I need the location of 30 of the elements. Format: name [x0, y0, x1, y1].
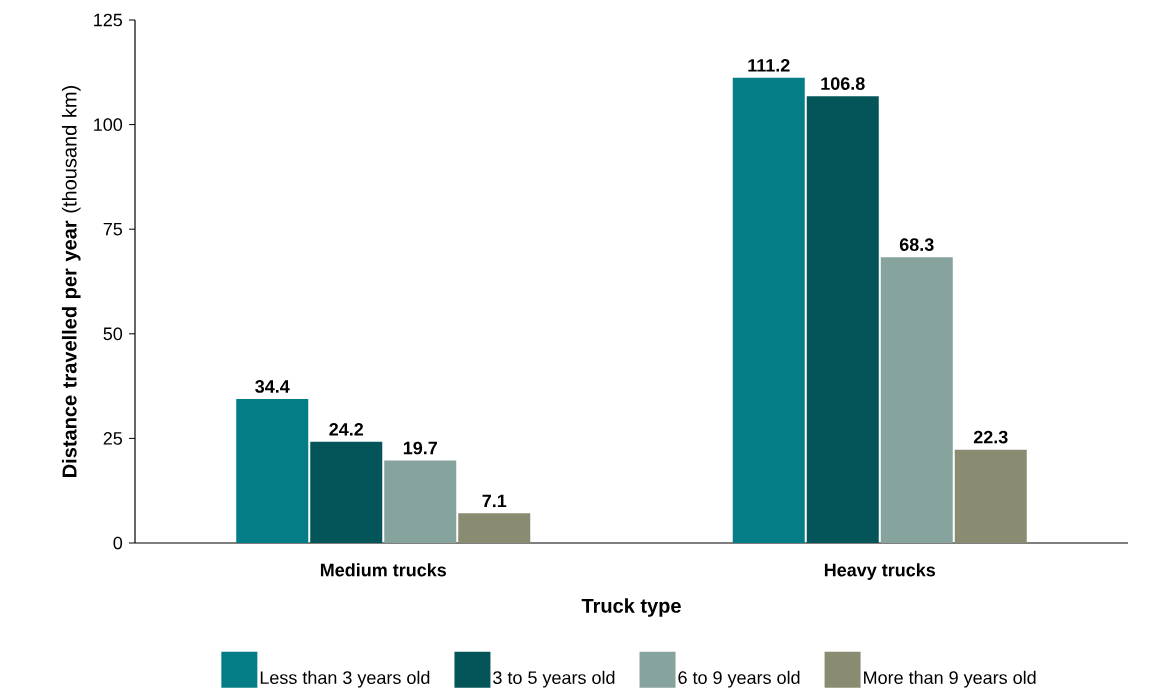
data-label: 19.7	[403, 441, 437, 455]
y-axis-title: Distance travelled per year (thousand km)	[61, 86, 81, 477]
bar	[458, 513, 531, 543]
x-tick-label: Medium trucks	[320, 563, 446, 577]
y-tick-label: 125	[94, 13, 123, 27]
y-tick-label: 75	[103, 222, 123, 236]
legend-label: More than 9 years old	[864, 670, 1036, 688]
bar	[880, 257, 953, 543]
y-tick-label: 25	[103, 432, 123, 445]
x-tick-label: Heavy trucks	[824, 563, 936, 580]
data-label: 68.3	[899, 238, 934, 252]
legend-label: 3 to 5 years old	[493, 670, 615, 688]
legend-label: Less than 3 years old	[260, 670, 430, 688]
data-label: 22.3	[973, 430, 1008, 444]
bar	[236, 399, 309, 543]
bar	[310, 441, 383, 543]
bar	[384, 460, 457, 543]
y-tick-label: 50	[103, 327, 123, 341]
bar	[732, 77, 805, 543]
bar	[806, 96, 879, 543]
data-label: 24.2	[329, 422, 364, 436]
data-label: 111.2	[748, 58, 790, 72]
y-tick-label: 0	[113, 536, 123, 550]
y-tick-label: 100	[94, 118, 123, 131]
data-label: 106.8	[821, 77, 865, 90]
data-label: 34.4	[255, 380, 290, 393]
data-label: 7.1	[482, 494, 507, 508]
bar	[954, 449, 1027, 543]
legend-label: 6 to 9 years old	[678, 670, 800, 688]
x-axis-title: Truck type	[581, 598, 681, 617]
